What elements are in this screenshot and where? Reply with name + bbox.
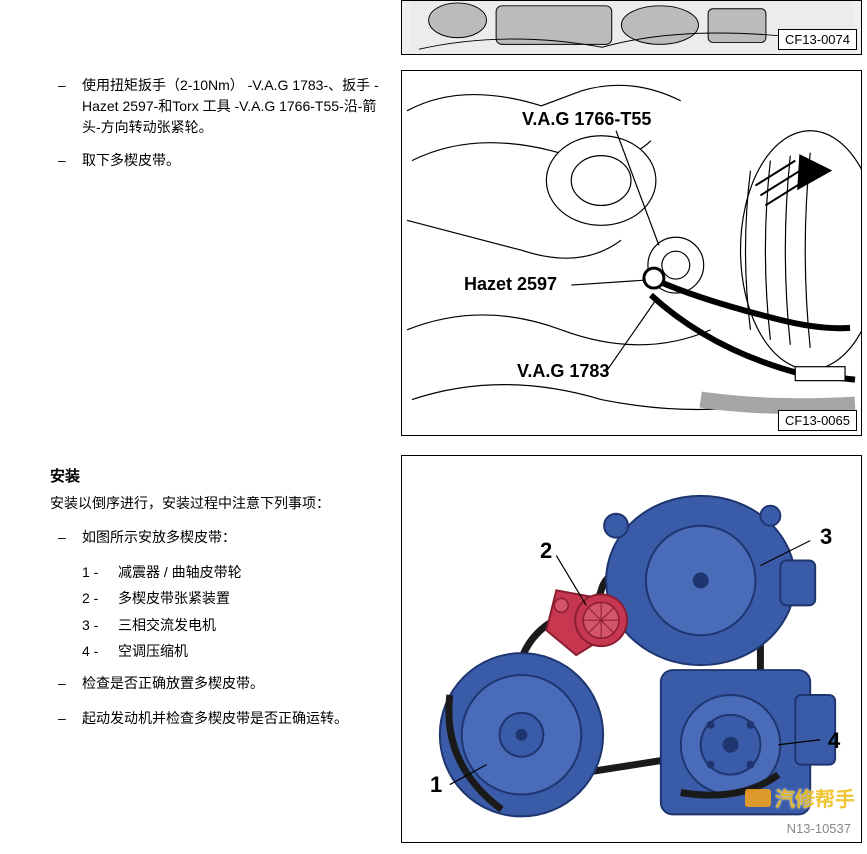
crank-pulley-shape <box>440 653 603 816</box>
figure-label: CF13-0065 <box>778 410 857 431</box>
bullet-item: – 取下多楔皮带。 <box>50 150 390 171</box>
callout-2: 2 <box>540 538 552 564</box>
bullet-text: 取下多楔皮带。 <box>82 150 390 171</box>
part-item: 2 - 多楔皮带张紧装置 <box>82 587 390 609</box>
bullet-marker: – <box>50 75 82 138</box>
callout-3: 3 <box>820 524 832 550</box>
figure-belt-routing: 1 2 3 4 N13-10537 汽修帮手 <box>401 455 862 843</box>
install-intro: 安装以倒序进行，安装过程中注意下列事项： <box>50 492 390 514</box>
bullet-marker: – <box>50 707 82 729</box>
part-number: 2 - <box>82 587 118 609</box>
part-item: 1 - 减震器 / 曲轴皮带轮 <box>82 561 390 583</box>
instructions-install: 安装以倒序进行，安装过程中注意下列事项： – 如图所示安放多楔皮带： 1 - 减… <box>50 492 390 741</box>
part-item: 3 - 三相交流发电机 <box>82 614 390 636</box>
callout-tool3: V.A.G 1783 <box>517 361 609 382</box>
bullet-item: – 检查是否正确放置多楔皮带。 <box>50 672 390 694</box>
figure-top: CF13-0074 <box>401 0 862 55</box>
callout-4: 4 <box>828 728 840 754</box>
figure-tensioner: V.A.G 1766-T55 Hazet 2597 V.A.G 1783 CF1… <box>401 70 862 436</box>
parts-list: 1 - 减震器 / 曲轴皮带轮 2 - 多楔皮带张紧装置 3 - 三相交流发电机… <box>82 561 390 663</box>
bullet-text: 如图所示安放多楔皮带： <box>82 526 390 548</box>
bullet-item: – 使用扭矩扳手（2-10Nm） -V.A.G 1783-、扳手 -Hazet … <box>50 75 390 138</box>
bullet-text: 使用扭矩扳手（2-10Nm） -V.A.G 1783-、扳手 -Hazet 25… <box>82 75 390 138</box>
bullet-item: – 起动发动机并检查多楔皮带是否正确运转。 <box>50 707 390 729</box>
part-name: 多楔皮带张紧装置 <box>118 587 390 609</box>
part-number: 1 - <box>82 561 118 583</box>
bullet-item: – 如图所示安放多楔皮带： <box>50 526 390 548</box>
figure-label: CF13-0074 <box>778 29 857 50</box>
part-number: 4 - <box>82 640 118 662</box>
part-item: 4 - 空调压缩机 <box>82 640 390 662</box>
callout-tool2: Hazet 2597 <box>464 274 557 295</box>
bullet-text: 起动发动机并检查多楔皮带是否正确运转。 <box>82 707 390 729</box>
bullet-text: 检查是否正确放置多楔皮带。 <box>82 672 390 694</box>
part-name: 减震器 / 曲轴皮带轮 <box>118 561 390 583</box>
car-icon <box>745 789 771 807</box>
instructions-removal: – 使用扭矩扳手（2-10Nm） -V.A.G 1783-、扳手 -Hazet … <box>50 75 390 183</box>
bullet-marker: – <box>50 150 82 171</box>
watermark-text: 汽修帮手 <box>775 783 855 812</box>
figure-label: N13-10537 <box>781 819 857 838</box>
part-name: 空调压缩机 <box>118 640 390 662</box>
callout-tool1: V.A.G 1766-T55 <box>522 109 651 130</box>
part-name: 三相交流发电机 <box>118 614 390 636</box>
install-heading: 安装 <box>50 465 80 486</box>
bullet-marker: – <box>50 526 82 548</box>
watermark: 汽修帮手 <box>745 783 855 812</box>
bullet-marker: – <box>50 672 82 694</box>
callout-1: 1 <box>430 772 442 798</box>
part-number: 3 - <box>82 614 118 636</box>
